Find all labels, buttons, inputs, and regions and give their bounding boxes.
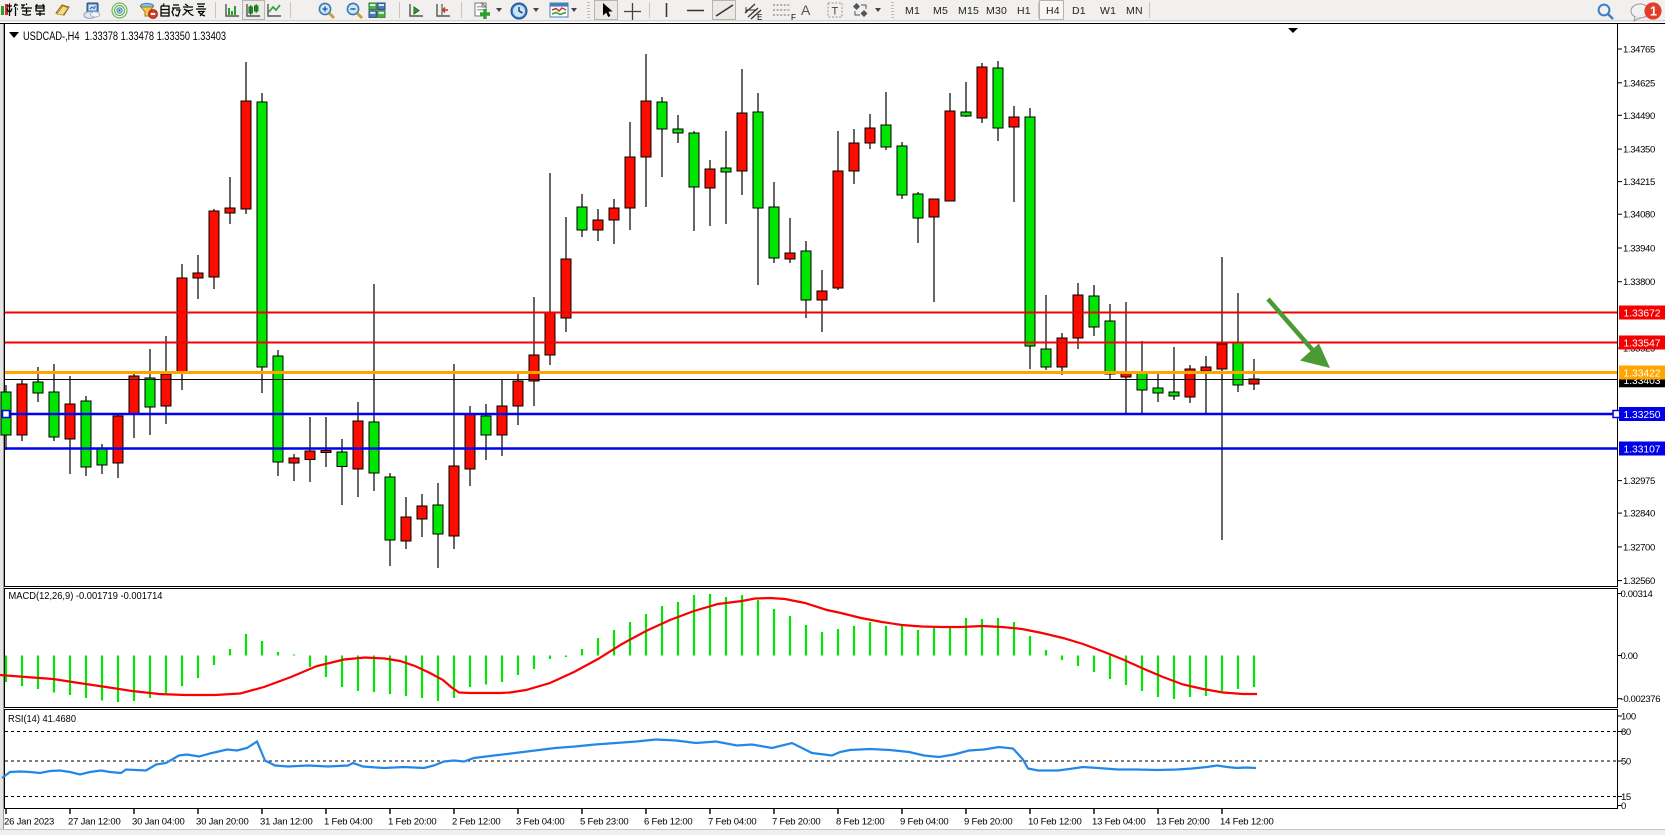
svg-text:1.33403: 1.33403 <box>1624 376 1661 387</box>
svg-text:30 Jan 20:00: 30 Jan 20:00 <box>196 817 249 828</box>
svg-text:1.33672: 1.33672 <box>1624 308 1661 319</box>
svg-text:1.33250: 1.33250 <box>1624 410 1661 421</box>
svg-text:0: 0 <box>1621 801 1626 812</box>
svg-text:13 Feb 20:00: 13 Feb 20:00 <box>1156 817 1210 828</box>
svg-text:1.32975: 1.32975 <box>1623 476 1655 487</box>
svg-text:27 Jan 12:00: 27 Jan 12:00 <box>68 817 121 828</box>
svg-text:1.34215: 1.34215 <box>1623 177 1655 188</box>
svg-text:1.34765: 1.34765 <box>1623 45 1655 56</box>
svg-text:E: E <box>757 13 762 21</box>
svg-text:T: T <box>832 6 839 18</box>
svg-text:50: 50 <box>1621 757 1631 768</box>
svg-text:1.32700: 1.32700 <box>1623 542 1655 553</box>
svg-text:1.34625: 1.34625 <box>1623 78 1655 89</box>
svg-text:13 Feb 04:00: 13 Feb 04:00 <box>1092 817 1146 828</box>
svg-text:0.00314: 0.00314 <box>1621 589 1653 600</box>
svg-text:F: F <box>791 13 796 21</box>
svg-text:26 Jan 2023: 26 Jan 2023 <box>4 817 54 828</box>
svg-text:30 Jan 04:00: 30 Jan 04:00 <box>132 817 185 828</box>
svg-text:15: 15 <box>1621 792 1631 803</box>
svg-text:31 Jan 12:00: 31 Jan 12:00 <box>260 817 313 828</box>
svg-text:1.33422: 1.33422 <box>1624 368 1661 379</box>
svg-text:1: 1 <box>1650 4 1657 18</box>
svg-text:1.34490: 1.34490 <box>1623 111 1655 122</box>
svg-text:1 Feb 04:00: 1 Feb 04:00 <box>324 817 373 828</box>
svg-text:MACD(12,26,9) -0.001719 -0.001: MACD(12,26,9) -0.001719 -0.001714 <box>9 591 163 602</box>
svg-text:3 Feb 04:00: 3 Feb 04:00 <box>516 817 565 828</box>
svg-text:9 Feb 20:00: 9 Feb 20:00 <box>964 817 1013 828</box>
svg-text:6 Feb 12:00: 6 Feb 12:00 <box>644 817 693 828</box>
svg-text:1.32840: 1.32840 <box>1623 509 1655 520</box>
svg-text:1.32560: 1.32560 <box>1623 576 1655 587</box>
svg-text:14 Feb 12:00: 14 Feb 12:00 <box>1220 817 1274 828</box>
svg-text:1.33940: 1.33940 <box>1623 244 1655 255</box>
svg-text:1.34080: 1.34080 <box>1623 210 1655 221</box>
svg-text:9 Feb 04:00: 9 Feb 04:00 <box>900 817 949 828</box>
svg-text:1.33547: 1.33547 <box>1624 338 1661 349</box>
svg-text:1.34350: 1.34350 <box>1623 145 1655 156</box>
svg-text:80: 80 <box>1621 727 1631 738</box>
svg-text:7 Feb 04:00: 7 Feb 04:00 <box>708 817 757 828</box>
svg-text:RSI(14) 41.4680: RSI(14) 41.4680 <box>8 714 76 725</box>
svg-text:7 Feb 20:00: 7 Feb 20:00 <box>772 817 821 828</box>
svg-text:100: 100 <box>1621 712 1636 723</box>
svg-text:5 Feb 23:00: 5 Feb 23:00 <box>580 817 629 828</box>
svg-text:USDCAD-,H4 1.33378 1.33478 1.: USDCAD-,H4 1.33378 1.33478 1.33350 1.334… <box>23 31 226 43</box>
svg-text:-0.002376: -0.002376 <box>1621 694 1661 705</box>
svg-text:8 Feb 12:00: 8 Feb 12:00 <box>836 817 885 828</box>
svg-text:1.33800: 1.33800 <box>1623 277 1655 288</box>
svg-text:1.33107: 1.33107 <box>1624 444 1661 455</box>
svg-text:10 Feb 12:00: 10 Feb 12:00 <box>1028 817 1082 828</box>
svg-text:2 Feb 12:00: 2 Feb 12:00 <box>452 817 501 828</box>
svg-text:1 Feb 20:00: 1 Feb 20:00 <box>388 817 437 828</box>
svg-text:0.00: 0.00 <box>1621 651 1638 662</box>
